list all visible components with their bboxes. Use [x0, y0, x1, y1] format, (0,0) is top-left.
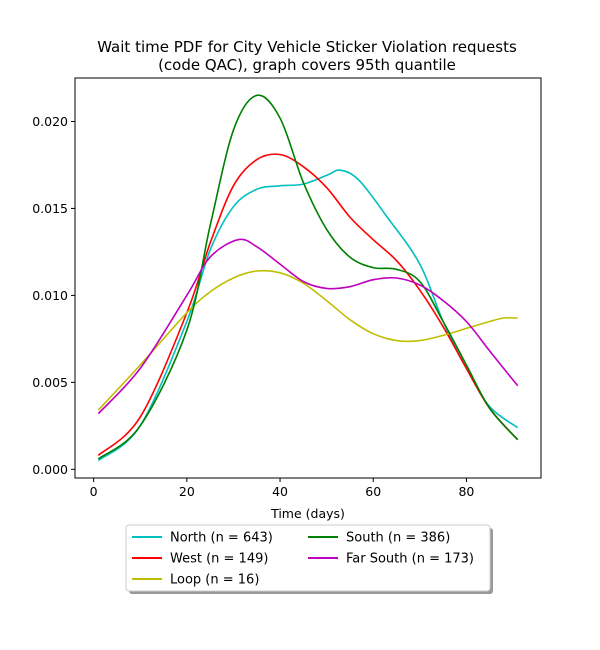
legend-entry-label: North (n = 643): [170, 531, 273, 546]
legend-entry-label: South (n = 386): [346, 531, 450, 546]
x-tick-label: 20: [179, 484, 195, 499]
legend-entry-label: Far South (n = 173): [346, 552, 474, 567]
x-tick-label: 40: [272, 484, 288, 499]
chart-title-line-1: Wait time PDF for City Vehicle Sticker V…: [97, 38, 517, 56]
x-tick-label: 80: [458, 484, 474, 499]
series-line-3: [97, 94, 519, 460]
y-tick-label: 0.000: [32, 462, 68, 477]
y-tick-label: 0.005: [32, 375, 68, 390]
series-lines: [97, 94, 519, 462]
y-tick-label: 0.020: [32, 114, 68, 129]
legend-entry-label: West (n = 149): [170, 552, 268, 567]
x-tick-label: 0: [90, 484, 98, 499]
y-tick-label: 0.015: [32, 201, 68, 216]
y-axis-ticks: 0.000 0.005 0.010 0.015 0.020: [32, 114, 75, 477]
plot-area: [74, 77, 542, 479]
legend: North (n = 643) West (n = 149) Loop (n = 1…: [125, 524, 493, 594]
series-line-1: [97, 153, 519, 457]
chart-title-line-2: (code QAC), graph covers 95th quantile: [158, 56, 456, 74]
chart-title: Wait time PDF for City Vehicle Sticker V…: [0, 38, 600, 74]
series-line-2: [97, 269, 518, 411]
series-line-4: [97, 238, 519, 415]
x-tick-label: 60: [365, 484, 381, 499]
x-axis-ticks: 0 20 40 60 80: [90, 478, 474, 499]
y-tick-label: 0.010: [32, 288, 68, 303]
x-axis-label: Time (days): [270, 506, 345, 521]
legend-entry-label: Loop (n = 16): [170, 573, 259, 588]
